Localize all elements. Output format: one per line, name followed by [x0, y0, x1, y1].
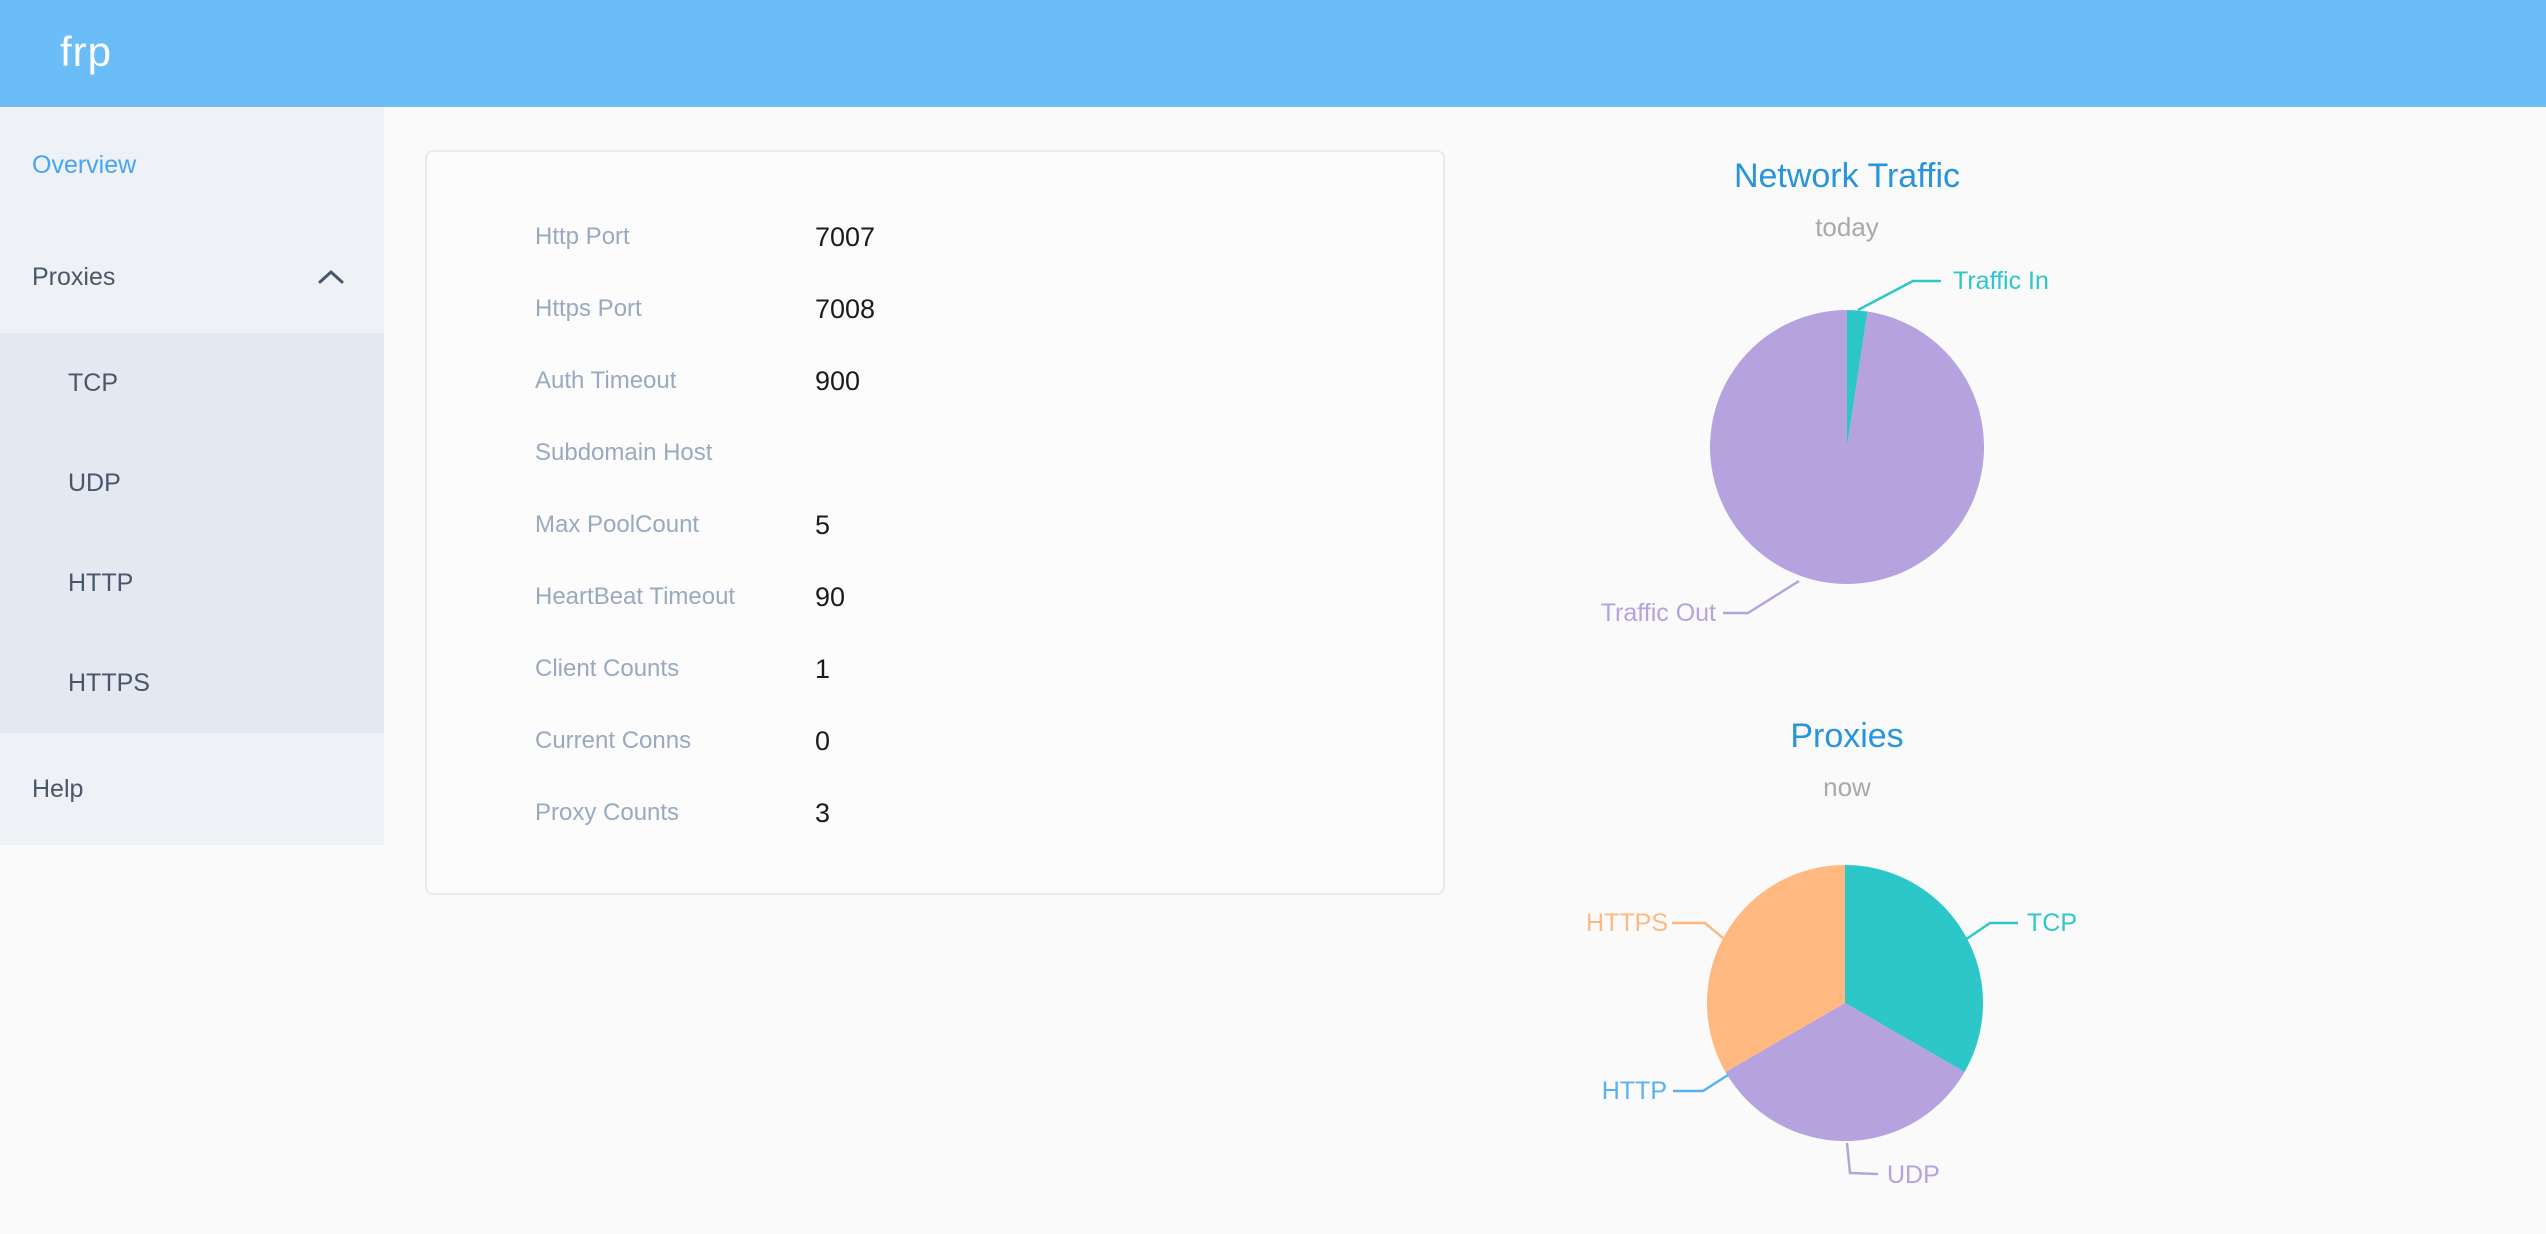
chart-subtitle: today	[1815, 212, 1879, 242]
info-row-current-conns: Current Conns 0	[427, 705, 1443, 777]
traffic-out-label: Traffic Out	[1601, 599, 1716, 627]
info-label: Https Port	[535, 295, 642, 322]
traffic-in-label: Traffic In	[1953, 267, 2049, 295]
pie-slice-tcp[interactable]	[1845, 865, 1983, 1072]
info-label: Http Port	[535, 223, 630, 250]
info-value: 1	[815, 654, 831, 684]
info-value: 7008	[815, 294, 876, 324]
udp-label: UDP	[1887, 1161, 1940, 1189]
info-label: Client Counts	[535, 655, 680, 682]
network-traffic-pie: Traffic In Traffic Out	[1601, 267, 2049, 627]
info-row-heartbeat-timeout: HeartBeat Timeout 90	[427, 561, 1443, 633]
sidebar-item-label: TCP	[68, 369, 118, 397]
sidebar-item-label: Help	[32, 775, 84, 803]
info-value: 900	[815, 366, 861, 396]
http-leader-line	[1673, 1073, 1729, 1093]
tcp-leader-line	[1964, 921, 2018, 942]
network-traffic-chart: Network Traffic today Traffic In Traffic…	[1500, 120, 2194, 680]
info-label: Current Conns	[535, 727, 692, 754]
info-value: 3	[815, 798, 831, 828]
info-value: 0	[815, 726, 831, 756]
sidebar-item-proxies[interactable]: Proxies	[0, 221, 384, 333]
info-row-client-counts: Client Counts 1	[427, 633, 1443, 705]
chevron-up-icon	[318, 270, 344, 284]
info-row-max-poolcount: Max PoolCount 5	[427, 489, 1443, 561]
sidebar-item-https[interactable]: HTTPS	[0, 633, 384, 733]
http-label: HTTP	[1602, 1077, 1667, 1105]
sidebar: Overview Proxies TCP UDP HTTP HTTPS Help	[0, 107, 384, 845]
udp-leader-line	[1845, 1142, 1879, 1176]
sidebar-item-help[interactable]: Help	[0, 733, 384, 845]
sidebar-submenu: TCP UDP HTTP HTTPS	[0, 333, 384, 733]
proxies-chart: Proxies now TCP UDP HTTP HTTPS	[1500, 680, 2194, 1234]
https-label: HTTPS	[1586, 909, 1668, 937]
info-label: Subdomain Host	[535, 439, 713, 466]
sidebar-item-udp[interactable]: UDP	[0, 433, 384, 533]
proxies-pie: TCP UDP HTTP HTTPS	[1586, 865, 2077, 1189]
sidebar-item-http[interactable]: HTTP	[0, 533, 384, 633]
https-leader-line	[1672, 921, 1724, 939]
info-label: Max PoolCount	[535, 511, 700, 538]
pie-slice-udp[interactable]	[1725, 1003, 1965, 1141]
app-logo: frp	[60, 28, 113, 75]
server-info-card: Http Port 7007 Https Port 7008 Auth Time…	[425, 150, 1445, 895]
info-value: 5	[815, 510, 831, 540]
pie-slice-https[interactable]	[1707, 865, 1845, 1072]
sidebar-item-label: HTTP	[68, 569, 134, 597]
info-row-https-port: Https Port 7008	[427, 273, 1443, 345]
sidebar-item-tcp[interactable]: TCP	[0, 333, 384, 433]
sidebar-item-label: UDP	[68, 469, 121, 497]
app-header: frp	[0, 0, 2546, 107]
info-label: Proxy Counts	[535, 799, 680, 826]
chart-title: Proxies	[1790, 717, 1904, 755]
pie-slice-traffic-in[interactable]	[1847, 310, 1868, 447]
chart-title: Network Traffic	[1733, 157, 1961, 195]
info-row-http-port: Http Port 7007	[427, 201, 1443, 273]
sidebar-item-overview[interactable]: Overview	[0, 109, 384, 221]
sidebar-item-label: HTTPS	[68, 669, 150, 697]
info-row-subdomain-host: Subdomain Host	[427, 417, 1443, 489]
traffic-out-leader-line	[1723, 579, 1800, 615]
sidebar-item-label: Overview	[32, 151, 137, 179]
info-value: 7007	[815, 222, 876, 252]
info-row-proxy-counts: Proxy Counts 3	[427, 777, 1443, 849]
tcp-label: TCP	[2027, 909, 2077, 937]
traffic-in-leader-line	[1857, 279, 1941, 312]
info-value: 90	[815, 582, 846, 612]
info-row-auth-timeout: Auth Timeout 900	[427, 345, 1443, 417]
chart-subtitle: now	[1823, 772, 1871, 802]
sidebar-item-label: Proxies	[32, 263, 116, 291]
info-label: HeartBeat Timeout	[535, 583, 736, 610]
info-label: Auth Timeout	[535, 367, 677, 394]
pie-slice-traffic-out[interactable]	[1710, 310, 1985, 584]
